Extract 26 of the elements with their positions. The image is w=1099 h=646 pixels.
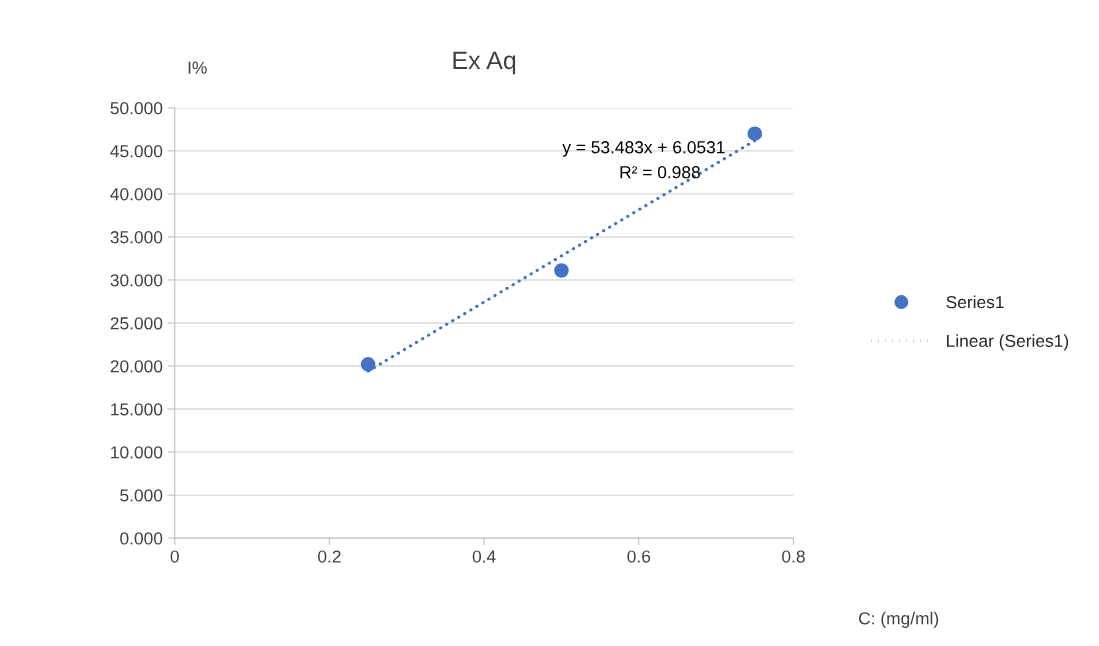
annotation: R² = 0.988 bbox=[620, 166, 700, 179]
x-tick-label: 0.8 bbox=[782, 550, 805, 563]
y-tick-label: 20.000 bbox=[110, 360, 163, 373]
y-tick-label: 15.000 bbox=[111, 403, 163, 416]
chart-title: Ex Aq bbox=[453, 51, 516, 75]
y-tick-label: 45.000 bbox=[110, 145, 163, 158]
y-tick-label: 10.000 bbox=[111, 446, 163, 459]
x-tick-label: 0.4 bbox=[472, 550, 496, 563]
x-axis-title: C: (mg/ml) bbox=[859, 611, 939, 628]
y-tick-label: 5.000 bbox=[120, 489, 163, 502]
y-tick-label: 35.000 bbox=[110, 231, 163, 244]
y-axis-title: I% bbox=[188, 61, 207, 74]
x-tick-label: 0 bbox=[170, 550, 179, 563]
point bbox=[360, 357, 376, 372]
x-tick-label: 0.6 bbox=[627, 550, 651, 563]
y-tick-label: 30.000 bbox=[110, 274, 163, 287]
y-tick-label: 0.000 bbox=[120, 532, 163, 545]
point bbox=[554, 263, 569, 278]
y-tick-label: 25.000 bbox=[110, 317, 163, 330]
legend-label: Series1 bbox=[946, 295, 1004, 309]
point bbox=[747, 126, 763, 141]
y-tick-label: 50.000 bbox=[110, 102, 163, 115]
y-tick-label: 40.000 bbox=[110, 188, 163, 201]
legend-label: Linear (Series1) bbox=[947, 334, 1069, 351]
annotation: y = 53.483x + 6.0531 bbox=[562, 141, 725, 157]
x-tick-label: 0.2 bbox=[318, 550, 341, 563]
